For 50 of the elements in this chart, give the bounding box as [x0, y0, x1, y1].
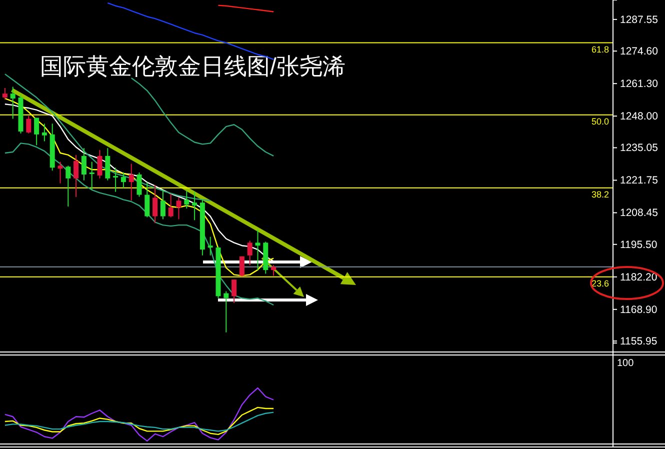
- line-series: [218, 4, 274, 12]
- y-tick-label: 1195.50: [620, 238, 658, 251]
- annotation: 61.8: [591, 44, 609, 54]
- line-series: [130, 77, 274, 157]
- y-tick-label: 1261.30: [620, 78, 658, 90]
- y-tick-label: 1274.60: [620, 45, 658, 58]
- candlestick: [34, 117, 40, 146]
- y-tick-label: 1208.45: [620, 207, 658, 220]
- candlestick: [247, 240, 252, 266]
- annotation: 50.0: [591, 116, 609, 126]
- y-tick-label: 1155.95: [620, 335, 658, 348]
- candlestick: [255, 229, 260, 271]
- candlestick: [128, 163, 134, 202]
- annotation: 38.2: [591, 189, 609, 200]
- candlestick: [120, 172, 126, 188]
- y-tick-label: 1182.20: [620, 271, 658, 284]
- candlestick: [160, 189, 166, 220]
- candlestick: [113, 167, 118, 192]
- y-tick-label: 1287.55: [620, 14, 658, 26]
- candlestick: [192, 191, 198, 221]
- candlestick: [26, 115, 32, 134]
- y-tick-label: 1168.90: [620, 304, 658, 316]
- y-tick-label: 1235.05: [620, 142, 658, 154]
- candlestick: [144, 182, 150, 218]
- candlestick: [97, 150, 102, 179]
- candlestick: [42, 123, 47, 142]
- candlestick: [58, 161, 63, 184]
- candlestick: [176, 197, 182, 220]
- candlestick: [105, 148, 110, 181]
- candlestick: [10, 86, 16, 120]
- candlestick: [271, 264, 276, 276]
- y-tick-label: 1221.75: [620, 174, 658, 187]
- candlestick: [224, 290, 229, 333]
- candlestick: [89, 161, 94, 190]
- candlestick: [136, 172, 142, 198]
- candlestick: [184, 190, 190, 209]
- candlestick: [239, 256, 244, 278]
- y-tick-label: 1248.00: [620, 110, 658, 122]
- candlestick: [66, 165, 71, 208]
- candlestick: [81, 148, 86, 181]
- text: 100: [617, 358, 634, 369]
- candlestick: [152, 184, 158, 224]
- candlestick: [208, 236, 213, 256]
- candlestick: [2, 87, 8, 100]
- candlestick: [74, 154, 79, 198]
- candlestick: [232, 279, 237, 304]
- text: 国际黄金伦敦金日线图/张尧浠: [40, 53, 346, 79]
- line-series: [4, 142, 274, 306]
- annotation: 23.6: [591, 278, 609, 288]
- candlestick: [168, 193, 174, 218]
